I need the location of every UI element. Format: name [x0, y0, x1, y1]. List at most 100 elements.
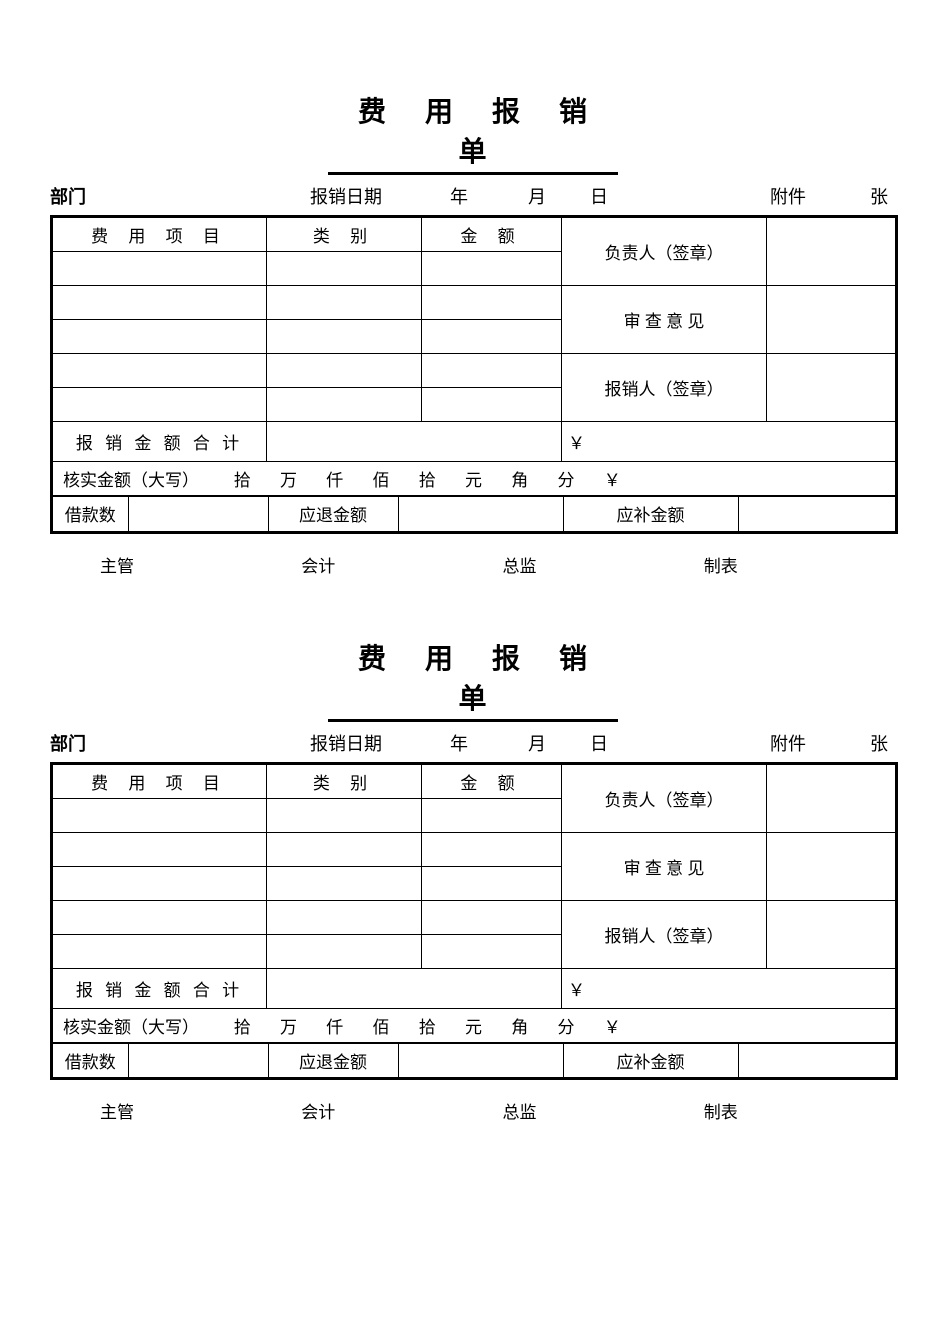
sum-blank — [267, 422, 562, 462]
row1-cat — [267, 798, 422, 832]
responsible-cell — [767, 217, 897, 286]
sum-label: 报 销 金 额 合 计 — [52, 968, 267, 1008]
year-label: 年 — [450, 730, 528, 756]
sig-preparer: 制表 — [674, 552, 875, 577]
verify-row: 核实金额（大写） 拾 万 仟 佰 拾 元 角 分 ￥ — [52, 462, 897, 496]
row4-cat — [267, 354, 422, 388]
reimburser-label: 报销人（签章） — [562, 354, 767, 422]
row5-cat — [267, 934, 422, 968]
row1-item — [52, 798, 267, 832]
u-shi2: 拾 — [406, 1013, 448, 1038]
expense-table: 费 用 项 目 类 别 金 额 负责人（签章） 审 查 意 见 报销人（签章） … — [50, 215, 898, 534]
attach-label: 附件 — [770, 730, 870, 756]
date-label: 报销日期 — [310, 183, 450, 209]
verify-label: 核实金额（大写） — [63, 1018, 199, 1037]
day-label: 日 — [590, 183, 770, 209]
row3-cat — [267, 320, 422, 354]
row2-cat — [267, 286, 422, 320]
row5-amt — [422, 388, 562, 422]
year-label: 年 — [450, 183, 528, 209]
loan-label: 借款数 — [53, 1043, 128, 1077]
sig-preparer: 制表 — [674, 1098, 875, 1123]
form-title: 费 用 报 销 单 — [328, 90, 618, 175]
row4-cat — [267, 900, 422, 934]
u-qian: 仟 — [314, 1013, 356, 1038]
day-label: 日 — [590, 730, 770, 756]
u-bai: 佰 — [360, 1013, 402, 1038]
meta-row: 部门 报销日期 年 月 日 附件 张 — [50, 730, 895, 762]
u-yuan: 元 — [453, 466, 495, 491]
row1-amt — [422, 252, 562, 286]
sig-supervisor: 主管 — [70, 552, 271, 577]
u-yen: ￥ — [591, 466, 633, 491]
attach-label: 附件 — [770, 183, 870, 209]
u-shi2: 拾 — [406, 466, 448, 491]
row5-cat — [267, 388, 422, 422]
col-amount: 金 额 — [422, 763, 562, 798]
review-label: 审 查 意 见 — [562, 832, 767, 900]
verify-row: 核实金额（大写） 拾 万 仟 佰 拾 元 角 分 ￥ — [52, 1008, 897, 1042]
row3-item — [52, 866, 267, 900]
row4-amt — [422, 900, 562, 934]
signature-row: 主管 会计 总监 制表 — [50, 1080, 895, 1123]
review-label: 审 查 意 见 — [562, 286, 767, 354]
row3-item — [52, 320, 267, 354]
sheets-label: 张 — [870, 730, 888, 756]
responsible-label: 负责人（签章） — [562, 217, 767, 286]
col-amount: 金 额 — [422, 217, 562, 252]
row5-amt — [422, 934, 562, 968]
responsible-label: 负责人（签章） — [562, 763, 767, 832]
row3-amt — [422, 866, 562, 900]
sum-label: 报 销 金 额 合 计 — [52, 422, 267, 462]
sheets-label: 张 — [870, 183, 888, 209]
sig-supervisor: 主管 — [70, 1098, 271, 1123]
refund-label: 应退金额 — [268, 1043, 398, 1077]
row5-item — [52, 934, 267, 968]
refund-val — [398, 497, 563, 531]
sig-accountant: 会计 — [271, 552, 472, 577]
row4-item — [52, 900, 267, 934]
supplement-val — [738, 1043, 895, 1077]
row3-amt — [422, 320, 562, 354]
dept-label: 部门 — [50, 183, 310, 209]
row2-amt — [422, 832, 562, 866]
row2-amt — [422, 286, 562, 320]
verify-label: 核实金额（大写） — [63, 471, 199, 490]
sum-blank — [267, 968, 562, 1008]
row2-item — [52, 286, 267, 320]
row3-cat — [267, 866, 422, 900]
date-label: 报销日期 — [310, 730, 450, 756]
supplement-label: 应补金额 — [563, 497, 738, 531]
u-yuan: 元 — [453, 1013, 495, 1038]
expense-form-2: 费 用 报 销 单 部门 报销日期 年 月 日 附件 张 费 用 项 目 类 别… — [50, 637, 895, 1124]
review-cell — [767, 832, 897, 900]
row4-item — [52, 354, 267, 388]
loan-label: 借款数 — [53, 497, 128, 531]
col-expense-item: 费 用 项 目 — [52, 763, 267, 798]
u-shi1: 拾 — [221, 1013, 263, 1038]
expense-table: 费 用 项 目 类 别 金 额 负责人（签章） 审 查 意 见 报销人（签章） … — [50, 762, 898, 1081]
sig-director: 总监 — [473, 552, 674, 577]
row2-item — [52, 832, 267, 866]
u-fen: 分 — [545, 1013, 587, 1038]
expense-form-1: 费 用 报 销 单 部门 报销日期 年 月 日 附件 张 费 用 项 目 类 别… — [50, 90, 895, 577]
col-category: 类 别 — [267, 217, 422, 252]
u-bai: 佰 — [360, 466, 402, 491]
meta-row: 部门 报销日期 年 月 日 附件 张 — [50, 183, 895, 215]
supplement-label: 应补金额 — [563, 1043, 738, 1077]
row1-amt — [422, 798, 562, 832]
u-qian: 仟 — [314, 466, 356, 491]
u-yen: ￥ — [591, 1013, 633, 1038]
responsible-cell — [767, 763, 897, 832]
row1-cat — [267, 252, 422, 286]
month-label: 月 — [528, 730, 590, 756]
u-jiao: 角 — [499, 1013, 541, 1038]
reimburser-label: 报销人（签章） — [562, 900, 767, 968]
u-fen: 分 — [545, 466, 587, 491]
form-title: 费 用 报 销 单 — [328, 637, 618, 722]
supplement-val — [738, 497, 895, 531]
sum-yen: ￥ — [562, 422, 897, 462]
row4-amt — [422, 354, 562, 388]
row5-item — [52, 388, 267, 422]
row1-item — [52, 252, 267, 286]
